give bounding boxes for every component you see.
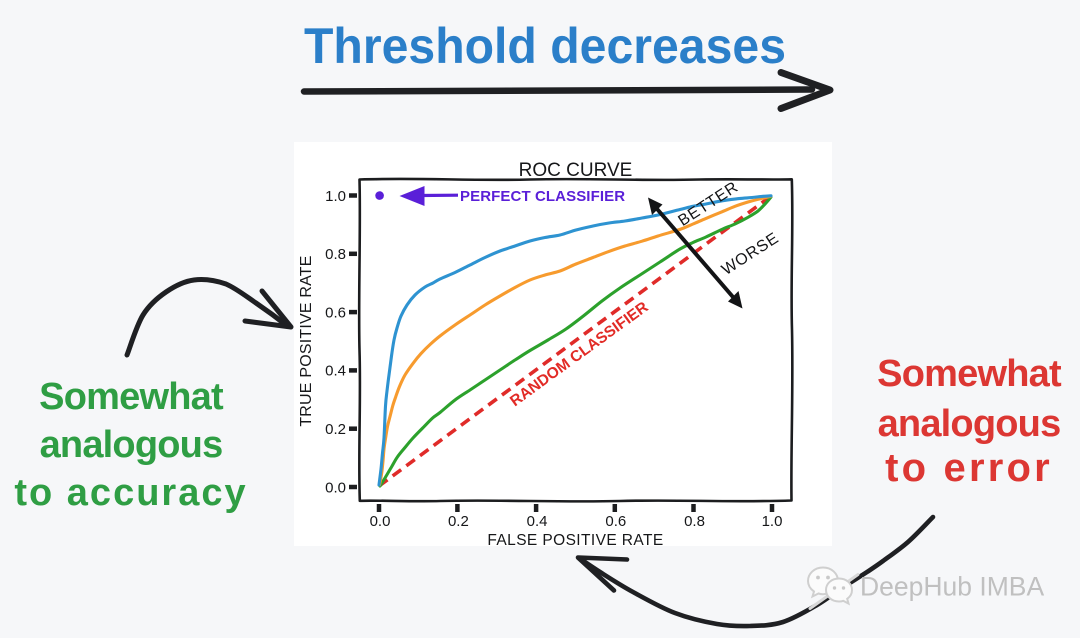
svg-text:to error: to error	[885, 446, 1053, 490]
svg-text:TRUE POSITIVE RATE: TRUE POSITIVE RATE	[298, 255, 315, 426]
svg-text:analogous: analogous	[878, 403, 1061, 445]
svg-text:Somewhat: Somewhat	[39, 376, 224, 418]
svg-text:0.2: 0.2	[325, 421, 346, 438]
svg-text:analogous: analogous	[40, 424, 223, 466]
svg-text:0.6: 0.6	[605, 513, 626, 530]
svg-text:0.0: 0.0	[325, 479, 346, 496]
svg-text:WORSE: WORSE	[719, 230, 782, 279]
svg-text:0.0: 0.0	[370, 513, 391, 530]
svg-text:Threshold decreases: Threshold decreases	[304, 18, 786, 74]
svg-text:0.4: 0.4	[325, 363, 346, 380]
svg-text:FALSE POSITIVE RATE: FALSE POSITIVE RATE	[487, 532, 663, 549]
svg-text:0.6: 0.6	[325, 304, 346, 321]
svg-text:PERFECT CLASSIFIER: PERFECT CLASSIFIER	[460, 188, 625, 205]
svg-text:0.8: 0.8	[684, 513, 705, 530]
svg-text:RANDOM CLASSIFIER: RANDOM CLASSIFIER	[507, 299, 651, 410]
svg-text:0.4: 0.4	[527, 513, 548, 530]
svg-text:0.2: 0.2	[448, 513, 469, 530]
svg-text:BETTER: BETTER	[675, 179, 741, 230]
svg-text:1.0: 1.0	[762, 513, 783, 530]
svg-text:1.0: 1.0	[325, 188, 346, 205]
svg-text:ROC CURVE: ROC CURVE	[519, 160, 633, 181]
svg-text:to accuracy: to accuracy	[14, 472, 247, 514]
svg-text:DeepHub IMBA: DeepHub IMBA	[860, 572, 1044, 602]
svg-text:0.8: 0.8	[325, 246, 346, 263]
svg-text:Somewhat: Somewhat	[877, 353, 1062, 395]
